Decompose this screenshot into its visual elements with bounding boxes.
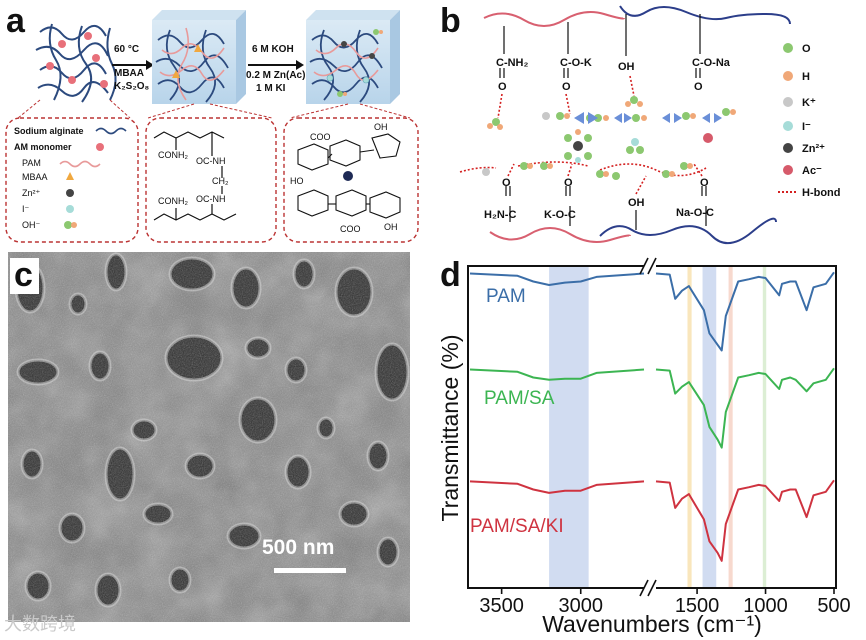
series-labels: PAM PAM/SA PAM/SA/KI [470, 286, 564, 537]
step2-znac: 0.2 M Zn(Ac)₂ [246, 70, 310, 81]
panel-b-label: b [440, 2, 461, 40]
legend-oh: OH⁻ [22, 220, 41, 230]
ftir-curve-pam-sa-seg1 [655, 367, 835, 449]
highlight-band-4 [762, 267, 767, 587]
ftir-curve-pam-sa-ki-seg0 [469, 480, 645, 494]
alginate-zn-structure [297, 133, 401, 219]
mbaa-crosslink-structure [153, 131, 237, 221]
crosslink-conh2-bottom: CONH₂ [158, 196, 188, 206]
exchange-arrows [574, 112, 722, 124]
alginate-chain-bottom [599, 217, 777, 244]
crosslink-ch2: CH₂ [212, 176, 229, 186]
alg-coo-1: COO [310, 132, 331, 142]
alg-ho: HO [290, 176, 304, 186]
zn-ion-dot [343, 171, 353, 181]
panel-a-legend: Sodium alginate AM monomer PAM MBAA Zn²⁺… [14, 126, 127, 230]
legend-mbaa: MBAA [22, 172, 48, 182]
axis-break [639, 257, 657, 597]
legend-zn: Zn²⁺ [22, 188, 41, 198]
step1-initiator: K₂S₂O₈ [114, 81, 150, 92]
series-label-pam-sa: PAM/SA [484, 388, 555, 409]
x-tick-label-1500: 1500 [675, 595, 720, 617]
alginate-network-initial [35, 23, 117, 103]
group-h2n-c-bottom: H₂N-C [484, 209, 516, 221]
highlight-band-3 [728, 267, 733, 587]
series-label-pam-sa-ki: PAM/SA/KI [470, 516, 564, 537]
panel-d-label: d [440, 256, 461, 294]
crosslink-conh2-top: CONH₂ [158, 150, 188, 160]
panel-c-label: c [10, 258, 39, 294]
panel-b-hbond-diagram: C-NH₂ C-O-K OH C-O-Na O O O H₂N-C K-O-C … [459, 5, 840, 244]
panel-a-label: a [6, 2, 25, 40]
legend-hbond: H-bond [802, 187, 840, 199]
highlight-bands [549, 267, 767, 587]
step1-mbaa: MBAA [114, 68, 144, 79]
ftir-curve-pam-sa-ki-seg1 [655, 479, 835, 562]
pam-chain-bottom [489, 227, 631, 243]
legend-pam: PAM [22, 158, 41, 168]
group-c-o-na-top: C-O-Na [692, 57, 731, 69]
ftir-curve-pam-seg0 [469, 272, 645, 286]
x-axis-label: Wavenumbers (cm⁻¹) [542, 611, 762, 637]
group-oh-top: OH [618, 61, 635, 73]
hydrogel-cube-1 [152, 10, 246, 104]
alg-oh-2: OH [384, 222, 398, 232]
legend-am-monomer: AM monomer [14, 142, 72, 152]
series-label-pam: PAM [486, 286, 526, 307]
panel-b-legend: O H K⁺ I⁻ Zn²⁺ Ac⁻ H-bond [778, 43, 840, 199]
group-oh-bottom: OH [628, 197, 645, 209]
hydrogel-cube-2 [306, 10, 400, 104]
carbonyl-o-6: O [700, 177, 709, 189]
hydrogen-bonds [459, 75, 707, 195]
carbonyl-o-4: O [502, 177, 511, 189]
alg-coo-2: COO [340, 224, 361, 234]
crosslink-ocnh-top: OC-NH [196, 156, 226, 166]
sem-porous-texture [8, 252, 410, 622]
scale-bar-label: 500 nm [262, 536, 335, 559]
group-c-o-k-top: C-O-K [560, 57, 592, 69]
ftir-curves [469, 271, 835, 562]
crosslink-ocnh-bottom: OC-NH [196, 194, 226, 204]
pam-chain-top [483, 11, 625, 27]
legend-i: I⁻ [802, 121, 811, 133]
carbonyl-o-2: O [562, 81, 571, 93]
x-tick-label-3000: 3000 [558, 595, 603, 617]
step2-koh: 6 M KOH [252, 44, 294, 55]
legend-h: H [802, 71, 810, 83]
group-c-nh2-top: C-NH₂ [496, 57, 528, 69]
ftir-curve-pam-sa-seg0 [469, 368, 645, 381]
ftir-curve-pam-seg1 [655, 271, 835, 352]
panel-a-schematic: 60 °C MBAA K₂S₂O₈ 6 M KOH 0.2 M Zn(Ac)₂ … [5, 10, 419, 243]
alg-oh-1: OH [374, 122, 388, 132]
y-axis-label: Transmittance (%) [437, 334, 463, 521]
x-tick-label-3500: 3500 [479, 595, 524, 617]
carbonyl-o-5: O [564, 177, 573, 189]
step1-temp: 60 °C [114, 44, 139, 55]
x-tick-label-500: 500 [817, 595, 850, 617]
watermark: 大数跨境 [4, 614, 76, 635]
legend-ac: Ac⁻ [802, 165, 822, 177]
ftir-chart: 3500 3000 1500 1000 500 Transmittance (%) Wa… [437, 257, 851, 637]
legend-iodide: I⁻ [22, 204, 30, 214]
group-k-o-c-bottom: K-O-C [544, 209, 576, 221]
carbonyl-o-3: O [694, 81, 703, 93]
sem-image [8, 252, 410, 622]
x-tick-label-1000: 1000 [743, 595, 788, 617]
legend-zn2: Zn²⁺ [802, 143, 825, 155]
step2-ki: 1 M KI [256, 83, 286, 94]
highlight-band-1 [687, 267, 692, 587]
x-ticks: 3500 3000 1500 1000 500 [479, 588, 851, 617]
scale-bar [274, 568, 346, 573]
legend-k: K⁺ [802, 97, 816, 109]
legend-sodium-alginate: Sodium alginate [14, 126, 84, 136]
alginate-chain-top [619, 5, 791, 25]
legend-o: O [802, 43, 811, 55]
highlight-band-0 [549, 267, 589, 587]
carbonyl-o-1: O [498, 81, 507, 93]
plot-frame [467, 265, 837, 589]
group-na-o-c-bottom: Na-O-C [676, 207, 714, 219]
